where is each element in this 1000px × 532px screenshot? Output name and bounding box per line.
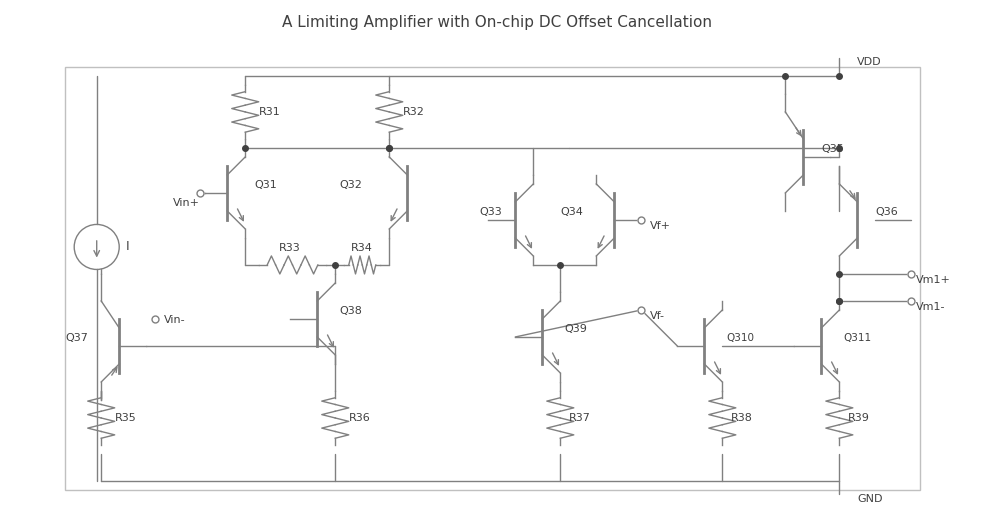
Text: R34: R34 <box>351 244 373 253</box>
Text: Q32: Q32 <box>340 180 363 190</box>
Text: I: I <box>126 240 129 253</box>
Text: GND: GND <box>857 495 883 504</box>
Text: Q39: Q39 <box>565 325 588 335</box>
Text: Vm1-: Vm1- <box>916 302 945 312</box>
Text: R36: R36 <box>349 413 371 423</box>
Text: Q38: Q38 <box>340 306 363 317</box>
Text: Q34: Q34 <box>560 207 583 218</box>
Text: Q311: Q311 <box>844 334 872 344</box>
Text: Vf-: Vf- <box>650 311 665 321</box>
Text: Vm1+: Vm1+ <box>916 275 951 285</box>
Text: R33: R33 <box>279 244 301 253</box>
Text: Q310: Q310 <box>727 334 755 344</box>
Text: R32: R32 <box>403 107 425 117</box>
Text: Q33: Q33 <box>479 207 502 218</box>
Text: Q37: Q37 <box>65 334 88 344</box>
Text: R35: R35 <box>115 413 136 423</box>
Text: Q36: Q36 <box>875 207 898 218</box>
Text: R31: R31 <box>259 107 280 117</box>
Text: Vin+: Vin+ <box>173 198 200 209</box>
Text: R39: R39 <box>848 413 870 423</box>
Text: Vf+: Vf+ <box>650 221 671 231</box>
Text: R38: R38 <box>731 413 753 423</box>
Text: Q31: Q31 <box>254 180 277 190</box>
Text: Q35: Q35 <box>821 144 844 154</box>
Text: R37: R37 <box>569 413 591 423</box>
Title: A Limiting Amplifier with On-chip DC Offset Cancellation: A Limiting Amplifier with On-chip DC Off… <box>282 15 712 30</box>
Bar <box>65 67 920 490</box>
Text: VDD: VDD <box>857 57 882 68</box>
Text: Vin-: Vin- <box>164 315 186 326</box>
